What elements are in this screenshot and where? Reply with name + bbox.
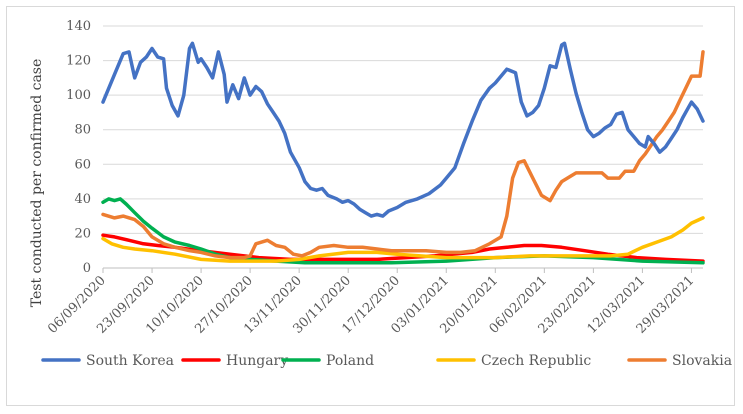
gridlines [103, 25, 703, 269]
y-tick-label: 120 [66, 54, 91, 69]
y-tick-label: 140 [66, 19, 91, 34]
legend-label: South Korea [86, 353, 174, 369]
y-tick-label: 20 [74, 226, 91, 241]
y-tick-label: 40 [74, 192, 91, 207]
series-line-hungary [101, 233, 705, 263]
legend-label: Czech Republic [481, 353, 591, 369]
series-line-czech-republic [101, 216, 705, 263]
x-tick-labels: 06/09/202023/09/202010/10/202027/10/2020… [45, 268, 697, 337]
series-line-south-korea [101, 41, 705, 218]
y-tick-label: 100 [66, 88, 91, 103]
y-tick-label: 0 [83, 261, 91, 276]
y-tick-label: 80 [74, 123, 91, 138]
y-axis-title: Test conducted per confirmed case [29, 59, 45, 308]
legend-label: Hungary [226, 353, 288, 369]
legend-label: Poland [326, 353, 374, 369]
y-tick-labels: 0 20 40 60 80 100 120 140 [66, 19, 91, 276]
series-line-slovakia [101, 50, 705, 260]
chart-frame: 0 20 40 60 80 100 120 140 06/09/2020 23/09/2020 1… [6, 6, 735, 406]
legend: South Korea Hungary Poland Czech Republic Sl… [41, 353, 732, 369]
series-lines [101, 41, 705, 265]
y-tick-label: 60 [74, 157, 91, 172]
line-chart: 0 20 40 60 80 100 120 140 06/09/202023/09/20201… [29, 19, 732, 369]
legend-label: Slovakia [672, 353, 732, 369]
